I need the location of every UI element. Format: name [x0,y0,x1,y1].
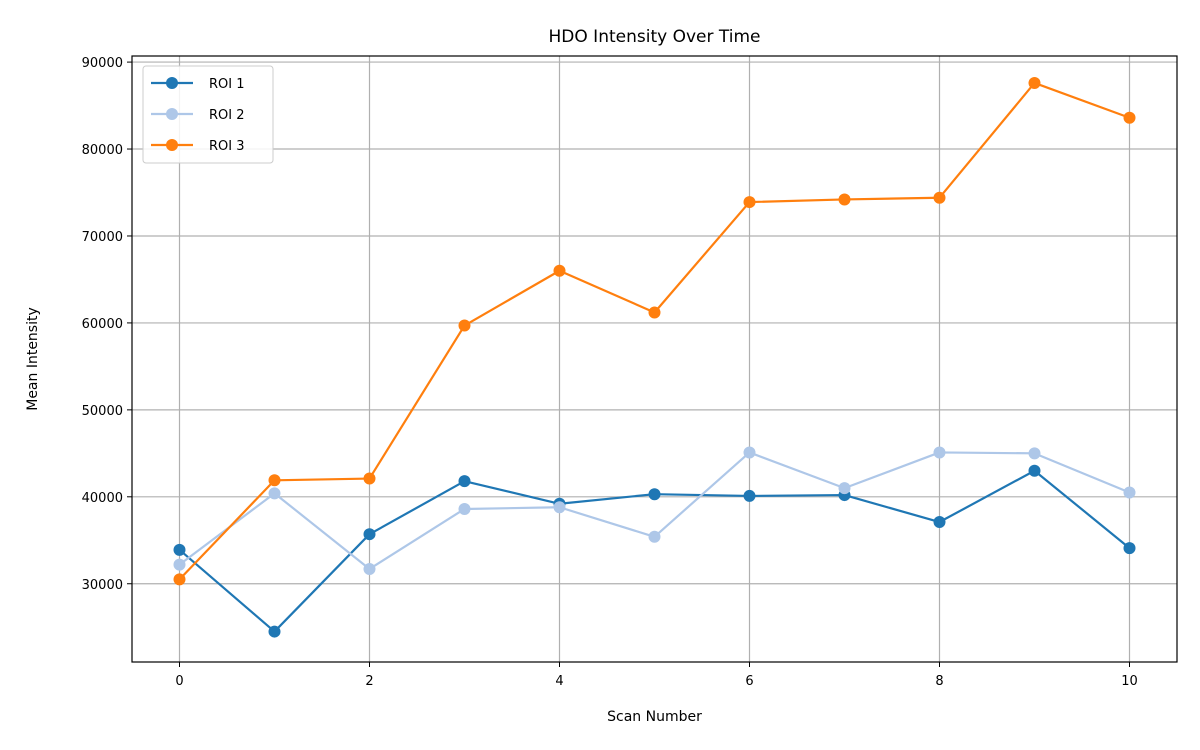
data-point [458,319,471,332]
legend-item: ROI 2 [151,108,245,123]
series-lines [173,76,1136,638]
data-point [363,528,376,541]
data-point [933,446,946,459]
y-tick-label: 70000 [82,230,123,245]
legend-swatch-marker [166,77,178,89]
data-point [933,191,946,204]
x-tick-label: 0 [175,674,183,689]
data-point [173,573,186,586]
data-point [1028,76,1041,89]
y-tick-label: 50000 [82,404,123,419]
data-point [1028,464,1041,477]
legend-swatch-marker [166,108,178,120]
data-point [1028,447,1041,460]
data-point [173,558,186,571]
legend-item: ROI 1 [151,77,245,92]
y-tick-label: 40000 [82,491,123,506]
series-2 [173,446,1136,575]
legend-label: ROI 1 [209,77,245,92]
x-axis-label: Scan Number [607,709,702,725]
y-tick-label: 90000 [82,56,123,71]
data-point [743,489,756,502]
data-point [1123,111,1136,124]
series-3 [173,76,1136,586]
data-point [648,306,661,319]
x-tick-label: 10 [1121,674,1138,689]
y-axis-label: Mean Intensity [25,307,41,411]
data-point [268,487,281,500]
chart-title: HDO Intensity Over Time [549,27,761,47]
legend-item: ROI 3 [151,139,245,154]
data-point [743,196,756,209]
data-point [458,475,471,488]
plot-frame [131,55,1178,663]
legend-box [142,65,274,164]
data-point [458,502,471,515]
x-tick-label: 2 [365,674,373,689]
data-point [838,193,851,206]
legend-label: ROI 2 [209,108,245,123]
legend-label: ROI 3 [209,139,245,154]
data-point [553,264,566,277]
data-point [648,488,661,501]
legend-swatch-marker [166,139,178,151]
data-point [1123,486,1136,499]
x-tick-label: 6 [745,674,753,689]
data-point [363,562,376,575]
data-point [838,482,851,495]
data-point [743,446,756,459]
data-point [268,474,281,487]
data-point [648,530,661,543]
data-point [1123,542,1136,555]
data-point [553,501,566,514]
data-point [363,472,376,485]
data-point [268,625,281,638]
data-point [933,516,946,529]
axis-ticks: 0 2 4 6 8 10 30000 40000 50000 60000 70000 80000 900… [82,56,1138,689]
x-tick-label: 8 [935,674,943,689]
grid [132,56,1177,662]
y-tick-label: 80000 [82,143,123,158]
y-tick-label: 30000 [82,578,123,593]
y-tick-label: 60000 [82,317,123,332]
legend: ROI 1 ROI 2 ROI 3 [142,65,274,164]
x-tick-label: 4 [555,674,563,689]
data-point [173,543,186,556]
plot-background [132,56,1177,662]
